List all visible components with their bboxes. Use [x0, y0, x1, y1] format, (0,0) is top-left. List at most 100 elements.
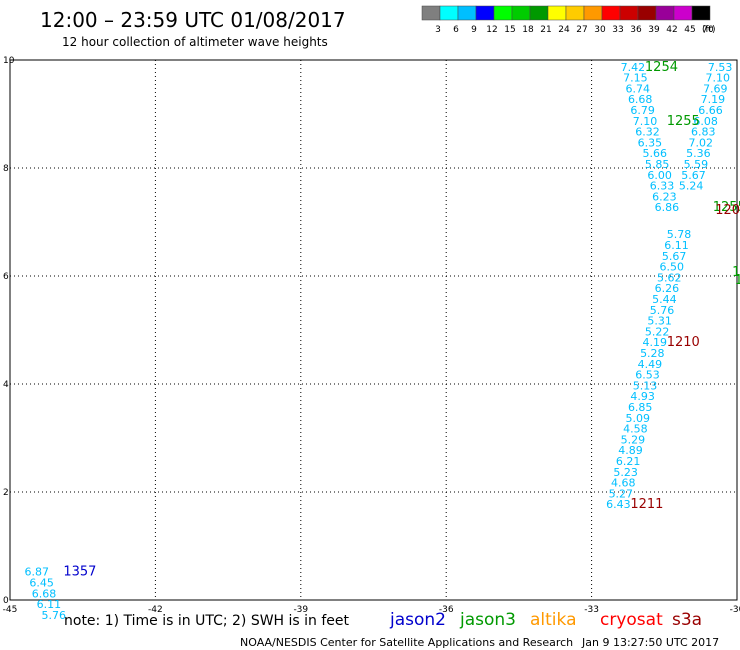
legend-swatch: [475, 5, 495, 21]
x-tick-label: -42: [148, 605, 163, 615]
legend-label: 6: [453, 25, 459, 35]
data-points: 6.876.456.686.115.767.427.156.746.686.79…: [25, 61, 733, 622]
wave-height-value: 5.85: [645, 158, 670, 171]
legend-label: 42: [666, 25, 677, 35]
wave-height-value: 6.21: [616, 455, 641, 468]
legend-label: 18: [522, 25, 534, 35]
x-tick-label: -33: [584, 605, 599, 615]
legend-swatch: [673, 5, 693, 21]
time-label: 1209: [715, 203, 740, 218]
legend-swatch: [637, 5, 657, 21]
time-label: 1255: [713, 200, 740, 215]
legend-unit: (ft): [702, 25, 716, 35]
legend-label: 36: [630, 25, 642, 35]
time-label: 1211: [630, 497, 663, 512]
wave-height-value: 5.78: [667, 228, 692, 241]
wave-height-value: 7.53: [708, 61, 733, 74]
time-label: 125: [735, 273, 740, 288]
footer-credit: NOAA/NESDIS Center for Satellite Applica…: [240, 636, 573, 649]
x-tick-label: -36: [439, 605, 454, 615]
wave-height-value: 5.23: [613, 466, 638, 479]
y-tick-label: 8: [3, 164, 9, 174]
legend-label: 12: [486, 25, 497, 35]
time-label: 1254: [645, 60, 678, 75]
wave-height-value: 6.35: [638, 136, 663, 149]
wave-height-value: 6.66: [698, 104, 723, 117]
legend-label: 15: [504, 25, 515, 35]
time-labels: 1357125412551255120912512512101211: [63, 60, 740, 580]
wave-height-value: 6.08: [693, 115, 718, 128]
legend-label: 3: [435, 25, 441, 35]
wave-height-value: 4.49: [638, 358, 663, 371]
wave-height-value: 5.59: [684, 158, 709, 171]
legend-label: 45: [684, 25, 695, 35]
y-axis-ticks: 0 2 4 6 8 10: [3, 56, 15, 606]
satellite-legend-item: s3a: [672, 610, 702, 630]
wave-height-value: 7.02: [689, 136, 714, 149]
wave-height-value: 7.10: [633, 115, 658, 128]
legend-swatch: [565, 5, 585, 21]
footer-timestamp: Jan 9 13:27:50 UTC 2017: [581, 636, 719, 649]
wave-height-value: 5.66: [642, 147, 667, 160]
y-tick-label: 4: [3, 380, 9, 390]
legend-label: 30: [594, 25, 606, 35]
legend-label: 21: [540, 25, 551, 35]
wave-height-value: 7.19: [701, 93, 726, 106]
wave-height-value: 6.32: [635, 126, 660, 139]
legend-swatch: [619, 5, 639, 21]
legend-swatch: [601, 5, 621, 21]
wave-height-value: 6.26: [655, 282, 680, 295]
wave-height-value: 6.43: [606, 498, 631, 511]
legend-swatch: [457, 5, 477, 21]
chart-subtitle: 12 hour collection of altimeter wave hei…: [62, 35, 328, 49]
wave-height-value: 5.24: [679, 180, 704, 193]
plot-grid: [9, 59, 738, 601]
wave-height-value: 6.79: [630, 104, 655, 117]
wave-height-value: 7.42: [621, 61, 646, 74]
wave-height-value: 5.22: [645, 325, 670, 338]
wave-height-value: 6.87: [25, 566, 50, 579]
time-label: 1357: [63, 565, 96, 580]
wave-height-value: 6.68: [32, 587, 56, 600]
plot-frame: [9, 59, 738, 601]
x-tick-label: -45: [3, 605, 18, 615]
time-label: 1210: [667, 335, 700, 350]
wave-height-value: 6.50: [659, 261, 684, 274]
wave-height-value: 6.68: [628, 93, 653, 106]
legend-swatch: [547, 5, 567, 21]
legend-swatch: [529, 5, 549, 21]
satellite-legend-item: jason2: [389, 610, 446, 630]
x-axis-ticks: -45 -42 -39 -36 -33 -30: [3, 605, 740, 615]
x-tick-label: -30: [730, 605, 740, 615]
satellite-legend-item: altika: [530, 610, 577, 630]
wave-height-value: 4.68: [611, 477, 636, 490]
wave-height-value: 6.45: [29, 577, 53, 590]
time-label: 1255: [667, 114, 700, 129]
wave-height-value: 6.33: [650, 180, 675, 193]
satellite-legend-item: cryosat: [600, 610, 663, 630]
wave-height-value: 5.67: [681, 169, 706, 182]
legend-swatch: [439, 5, 459, 21]
wave-height-value: 5.44: [652, 293, 677, 306]
wave-height-value: 6.11: [37, 598, 62, 611]
y-tick-label: 2: [3, 488, 9, 498]
wave-height-value: 5.67: [662, 250, 687, 263]
wave-height-value: 5.31: [647, 315, 672, 328]
y-tick-label: 10: [3, 56, 15, 66]
legend-label: 70: [702, 25, 714, 35]
time-label: 125: [732, 265, 740, 280]
wave-height-value: 6.53: [635, 369, 660, 382]
wave-height-value: 5.36: [686, 147, 711, 160]
wave-height-value: 4.19: [642, 336, 667, 349]
wave-height-value: 6.00: [647, 169, 672, 182]
legend-swatch: [691, 5, 711, 21]
wave-height-value: 5.62: [657, 271, 682, 284]
x-tick-label: -39: [293, 605, 308, 615]
chart-title: 12:00 – 23:59 UTC 01/08/2017: [40, 8, 346, 32]
wave-height-value: 5.27: [609, 487, 634, 500]
wave-height-value: 4.58: [623, 423, 648, 436]
legend-label: 39: [648, 25, 660, 35]
legend-label: 9: [471, 25, 477, 35]
legend-label: 33: [612, 25, 623, 35]
